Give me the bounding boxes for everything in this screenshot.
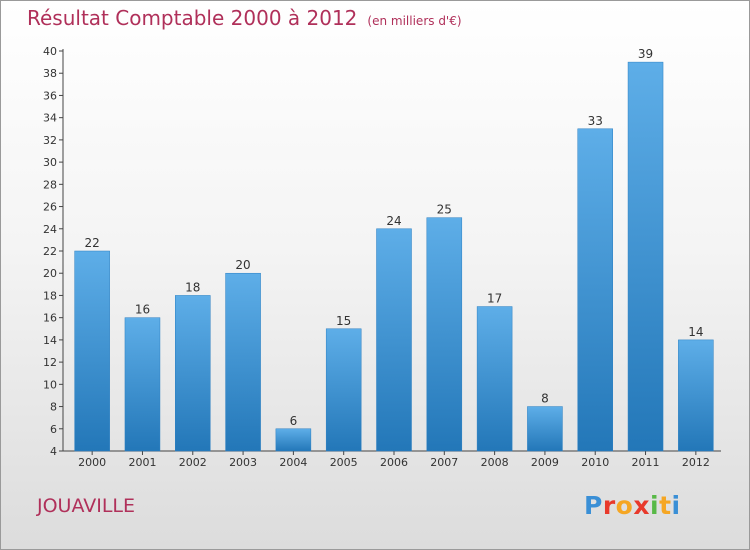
bar-2003 — [225, 272, 261, 452]
chart-title: Résultat Comptable 2000 à 2012 — [27, 6, 358, 30]
y-tick-label: 4 — [50, 445, 57, 458]
x-tick-label-2011: 2011 — [632, 456, 660, 469]
x-tick-label-2008: 2008 — [481, 456, 509, 469]
bar-2007 — [426, 217, 463, 452]
data-label-2010: 33 — [588, 114, 603, 128]
data-label-2006: 24 — [386, 214, 401, 228]
logo-letter: P — [584, 491, 603, 520]
bar-2005 — [325, 328, 362, 452]
y-tick-label: 30 — [43, 156, 57, 169]
y-tick-label: 20 — [43, 267, 57, 280]
y-tick-label: 28 — [43, 178, 57, 191]
y-tick-label: 16 — [43, 312, 57, 325]
bar-2011 — [627, 61, 664, 452]
data-label-2004: 6 — [290, 414, 298, 428]
data-label-2000: 22 — [85, 236, 100, 250]
y-tick-label: 38 — [43, 67, 57, 80]
y-tick-label: 36 — [43, 89, 57, 102]
logo-letter: t — [659, 491, 672, 520]
x-tick-label-2000: 2000 — [78, 456, 106, 469]
logo-letter: i — [650, 491, 660, 520]
bar-2006 — [376, 228, 412, 452]
x-tick-label-2004: 2004 — [279, 456, 307, 469]
y-tick-label: 6 — [50, 423, 57, 436]
bar-2001 — [124, 317, 161, 452]
chart-subtitle: (en milliers d'€) — [367, 14, 462, 28]
bar-2004 — [275, 428, 312, 452]
commune-name: JOUAVILLE — [37, 495, 136, 517]
y-tick-label: 8 — [50, 401, 57, 414]
x-tick-label-2009: 2009 — [531, 456, 559, 469]
y-tick-label: 40 — [43, 45, 57, 58]
bar-2012 — [678, 339, 714, 452]
title-row: Résultat Comptable 2000 à 2012 (en millie… — [27, 6, 462, 30]
y-tick-label: 12 — [43, 356, 57, 369]
bar-2000 — [74, 250, 110, 452]
data-label-2012: 14 — [688, 325, 703, 339]
y-tick-label: 10 — [43, 378, 57, 391]
y-tick-label: 14 — [43, 334, 57, 347]
bar-2002 — [175, 295, 211, 452]
data-label-2011: 39 — [638, 47, 653, 61]
bar-2008 — [476, 306, 513, 452]
y-tick-label: 18 — [43, 289, 57, 302]
y-tick-label: 32 — [43, 134, 57, 147]
data-label-2007: 25 — [437, 203, 452, 217]
y-tick-label: 26 — [43, 201, 57, 214]
bar-2009 — [527, 406, 563, 452]
data-label-2009: 8 — [541, 392, 549, 406]
logo-letter: i — [671, 491, 681, 520]
x-tick-label-2006: 2006 — [380, 456, 408, 469]
data-label-2005: 15 — [336, 314, 351, 328]
y-tick-label: 22 — [43, 245, 57, 258]
proxiti-logo: Proxiti — [584, 491, 681, 520]
x-tick-label-2002: 2002 — [179, 456, 207, 469]
x-tick-label-2012: 2012 — [682, 456, 710, 469]
x-tick-label-2001: 2001 — [128, 456, 156, 469]
y-tick-label: 34 — [43, 112, 57, 125]
bars: 22 16 18 20 6 15 24 25 17 8 33 39 14 — [74, 47, 714, 452]
logo-letter: r — [602, 491, 616, 520]
data-label-2003: 20 — [235, 258, 250, 272]
x-tick-label-2003: 2003 — [229, 456, 257, 469]
data-label-2008: 17 — [487, 292, 502, 306]
logo-letter: x — [633, 491, 650, 520]
data-label-2001: 16 — [135, 303, 150, 317]
axes: 4 6 8 10 12 14 16 18 20 22 24 26 28 30 32 34 36 38 40 2000 2… — [43, 45, 721, 469]
x-tick-label-2005: 2005 — [330, 456, 358, 469]
x-tick-label-2010: 2010 — [581, 456, 609, 469]
bar-2010 — [577, 128, 613, 452]
y-tick-label: 24 — [43, 223, 57, 236]
data-label-2002: 18 — [185, 280, 200, 294]
x-tick-label-2007: 2007 — [430, 456, 458, 469]
logo-letter: o — [615, 491, 634, 520]
